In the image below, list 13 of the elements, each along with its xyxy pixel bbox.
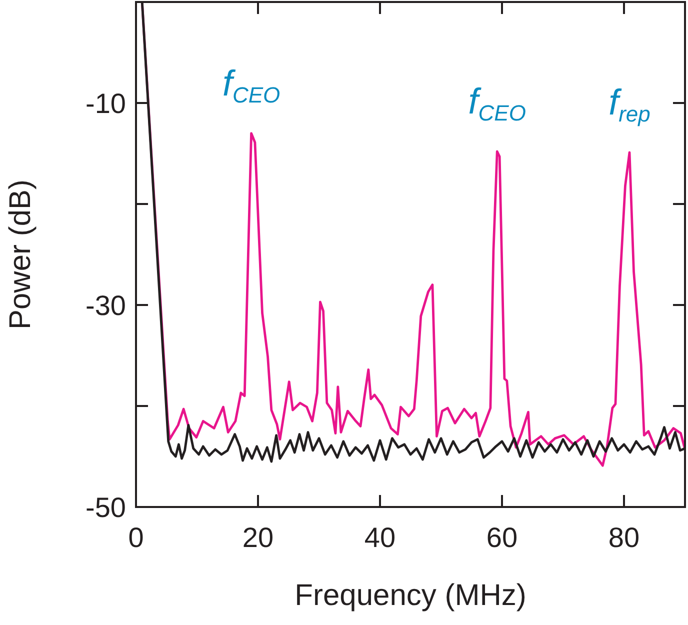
annotation: f$_{CEO}$ bbox=[468, 80, 526, 126]
y-axis-title: Power (dB) bbox=[4, 179, 37, 330]
x-tick-label: 80 bbox=[608, 522, 640, 553]
x-axis-title: Frequency (MHz) bbox=[294, 579, 526, 612]
x-tick-label: 40 bbox=[364, 522, 396, 553]
x-tick-label: 60 bbox=[486, 522, 518, 553]
annotation: f$_{CEO}$ bbox=[222, 62, 280, 107]
annotation: f$_{rep}$ bbox=[608, 81, 650, 126]
y-tick-label: -30 bbox=[86, 290, 126, 321]
x-tick-label: 0 bbox=[128, 522, 144, 553]
y-tick-label: -50 bbox=[86, 492, 126, 523]
x-tick-label: 20 bbox=[242, 522, 274, 553]
y-tick-label: -10 bbox=[86, 88, 126, 119]
